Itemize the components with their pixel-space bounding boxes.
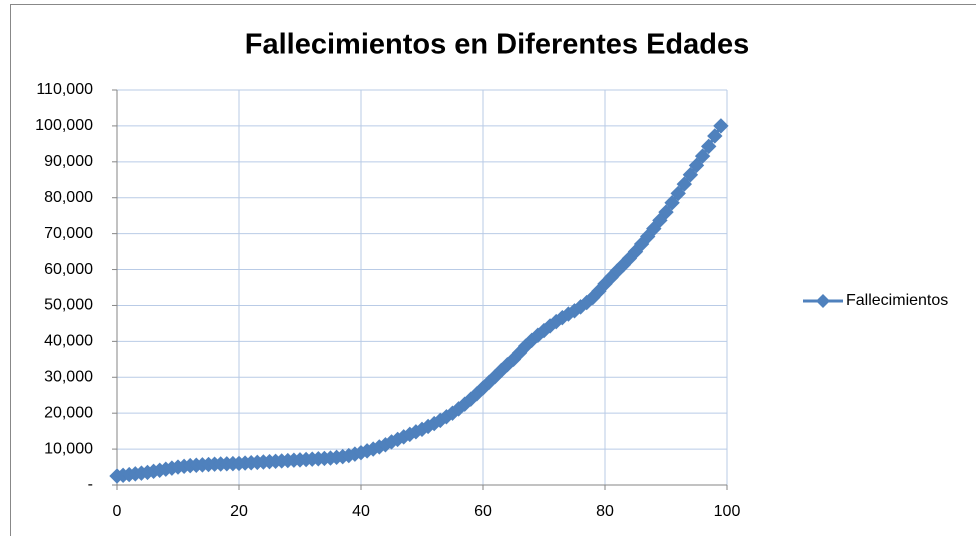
y-tick-label: 20,000 [44, 404, 93, 421]
marker [676, 176, 693, 192]
y-tick-label: 40,000 [44, 333, 93, 350]
legend-label: Fallecimientos [846, 292, 948, 309]
legend-marker [816, 294, 830, 308]
x-tick-label: 40 [352, 503, 370, 520]
y-tick-label: 110,000 [36, 81, 93, 98]
y-tick-label: 70,000 [44, 225, 93, 242]
marker [688, 157, 705, 174]
y-tick-label: 100,000 [35, 117, 93, 134]
x-tick-label: 60 [474, 503, 492, 520]
y-tick-label: 90,000 [44, 153, 93, 170]
marker [713, 118, 729, 134]
marker [670, 185, 686, 202]
marker [664, 195, 680, 211]
x-tick-label: 0 [113, 503, 122, 520]
y-tick-label: - [88, 476, 93, 493]
marker [658, 204, 674, 220]
y-tick-label: 80,000 [44, 189, 93, 206]
marker [700, 138, 717, 155]
marker [682, 167, 699, 183]
y-tick-label: 10,000 [44, 440, 93, 457]
x-tick-label: 20 [230, 503, 248, 520]
x-tick-label: 100 [714, 503, 741, 520]
marker [707, 128, 723, 144]
y-tick-label: 30,000 [44, 368, 93, 385]
x-tick-label: 80 [596, 503, 614, 520]
marker [694, 148, 711, 164]
chart-title: Fallecimientos en Diferentes Edades [245, 29, 749, 61]
y-tick-label: 60,000 [44, 261, 93, 278]
chart-border [10, 4, 976, 536]
y-tick-label: 50,000 [44, 297, 93, 314]
